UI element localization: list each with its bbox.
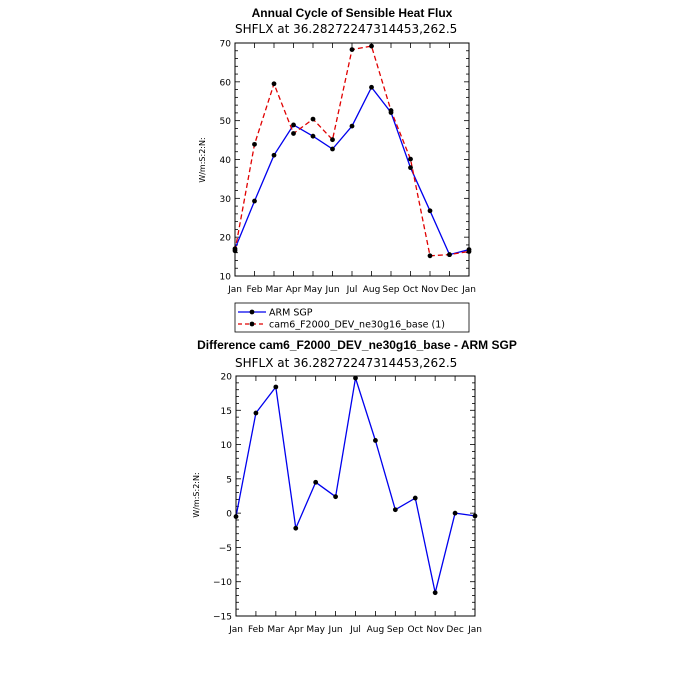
series-1-point	[412, 495, 418, 501]
series-line-2	[234, 45, 470, 257]
series-1-point	[291, 122, 296, 128]
x-tick-label: Mar	[266, 285, 283, 295]
x-tick-label: Jan	[461, 285, 476, 295]
series-1-point	[253, 410, 259, 416]
series-1-point	[273, 384, 279, 390]
legend-cam6-label: cam6_F2000_DEV_ne30g16_base (1)	[269, 320, 445, 331]
series-2-point	[408, 156, 413, 162]
x-tick-label: Apr	[286, 285, 302, 295]
series-1-point	[353, 375, 358, 381]
series-2-point	[291, 131, 296, 136]
chart-2-series	[233, 375, 478, 596]
y-tick-label: 20	[220, 234, 232, 244]
y-tick-label: 0	[226, 510, 232, 520]
series-1-point	[330, 146, 335, 152]
x-tick-label: Jun	[324, 285, 339, 295]
series-2-point	[349, 47, 355, 53]
x-tick-label: Dec	[441, 285, 458, 295]
series-1-point	[310, 133, 316, 139]
x-tick-label: Feb	[247, 285, 263, 295]
x-tick-label: Apr	[288, 625, 304, 635]
series-1-point	[392, 507, 398, 513]
x-tick-label: Jun	[328, 625, 343, 635]
x-tick-label: Sep	[387, 625, 404, 635]
series-2-point	[388, 108, 394, 113]
chart-2-plot-frame	[235, 375, 476, 617]
y-tick-label: 40	[220, 156, 232, 166]
x-tick-label: Aug	[363, 285, 381, 295]
y-tick-label: 5	[226, 475, 232, 485]
x-tick-label: Aug	[367, 625, 385, 635]
series-line-1	[234, 86, 470, 256]
x-tick-label: Jan	[467, 625, 482, 635]
series-1-point	[432, 590, 438, 596]
series-2-point	[447, 252, 452, 258]
chart-1-y-axis-label: W/m:S:2:N:	[198, 137, 207, 182]
series-2-point	[427, 253, 433, 259]
series-2-point	[330, 137, 335, 143]
x-tick-label: Oct	[407, 625, 423, 635]
y-tick-label: 70	[220, 40, 232, 50]
series-1-point	[271, 152, 277, 158]
y-tick-label: 50	[220, 117, 232, 127]
y-tick-label: 60	[220, 78, 232, 88]
chart-1-axes	[234, 42, 470, 277]
series-1-point	[252, 198, 257, 204]
chart-1-series	[232, 43, 472, 259]
x-tick-label: Feb	[248, 625, 264, 635]
y-tick-label: −5	[219, 544, 232, 554]
x-tick-label: Dec	[446, 625, 463, 635]
chart-2-axes	[235, 375, 476, 617]
chart-1-subtitle: SHFLX at 36.28272247314453,262.5	[235, 22, 457, 36]
chart-2-subtitle: SHFLX at 36.28272247314453,262.5	[235, 356, 457, 370]
chart-2: Difference cam6_F2000_DEV_ne30g16_base -…	[192, 338, 517, 635]
x-tick-label: May	[304, 285, 323, 295]
series-1-point	[408, 165, 413, 171]
series-2-point	[310, 116, 316, 122]
x-tick-label: Jul	[346, 285, 358, 295]
series-1-point	[293, 525, 299, 531]
x-tick-label: Jan	[228, 625, 243, 635]
legend-cam6-marker	[249, 321, 255, 327]
legend-arm-sgp-marker	[249, 309, 255, 315]
series-line-1	[235, 377, 476, 593]
chart-1: Annual Cycle of Sensible Heat Flux SHFLX…	[198, 6, 476, 333]
y-tick-label: −10	[213, 578, 232, 588]
chart-1-legend: ARM SGP cam6_F2000_DEV_ne30g16_base (1)	[234, 302, 470, 333]
x-tick-label: Mar	[267, 625, 284, 635]
series-1-point	[313, 479, 319, 485]
y-tick-label: −15	[213, 613, 232, 623]
chart-1-tick-labels: 10 20 30 40 50 60 70 Jan Feb Mar Apr May Jun Jul Aug Se…	[220, 40, 476, 296]
x-tick-label: Nov	[426, 625, 444, 635]
legend-box	[234, 302, 470, 333]
y-tick-label: 10	[221, 441, 233, 451]
x-tick-label: Oct	[403, 285, 419, 295]
chart-1-plot-frame	[234, 42, 470, 277]
series-1-point	[427, 208, 433, 214]
y-tick-label: 20	[221, 373, 233, 383]
x-tick-label: Jan	[227, 285, 242, 295]
x-tick-label: Sep	[383, 285, 400, 295]
chart-2-title: Difference cam6_F2000_DEV_ne30g16_base -…	[197, 338, 517, 352]
chart-1-title: Annual Cycle of Sensible Heat Flux	[252, 6, 453, 20]
x-tick-label: Nov	[421, 285, 439, 295]
x-tick-label: Jul	[349, 625, 361, 635]
series-2-point	[369, 43, 374, 49]
chart-2-y-axis-label: W/m:S:2:N:	[192, 472, 201, 517]
series-1-point	[373, 438, 378, 443]
series-2-point	[252, 141, 257, 147]
legend-arm-sgp-label: ARM SGP	[269, 308, 313, 319]
y-tick-label: 30	[220, 195, 232, 205]
x-tick-label: May	[306, 625, 325, 635]
series-1-point	[452, 510, 458, 516]
series-1-point	[349, 123, 355, 129]
y-tick-label: 15	[221, 407, 232, 417]
series-2-point	[271, 81, 277, 87]
series-1-point	[333, 494, 338, 500]
chart-2-tick-labels: −15 −10 −5 0 5 10 15 20 Jan Feb Mar Apr May Jun Jul Aug…	[213, 373, 482, 636]
y-tick-label: 10	[220, 273, 232, 283]
series-1-point	[369, 84, 374, 90]
